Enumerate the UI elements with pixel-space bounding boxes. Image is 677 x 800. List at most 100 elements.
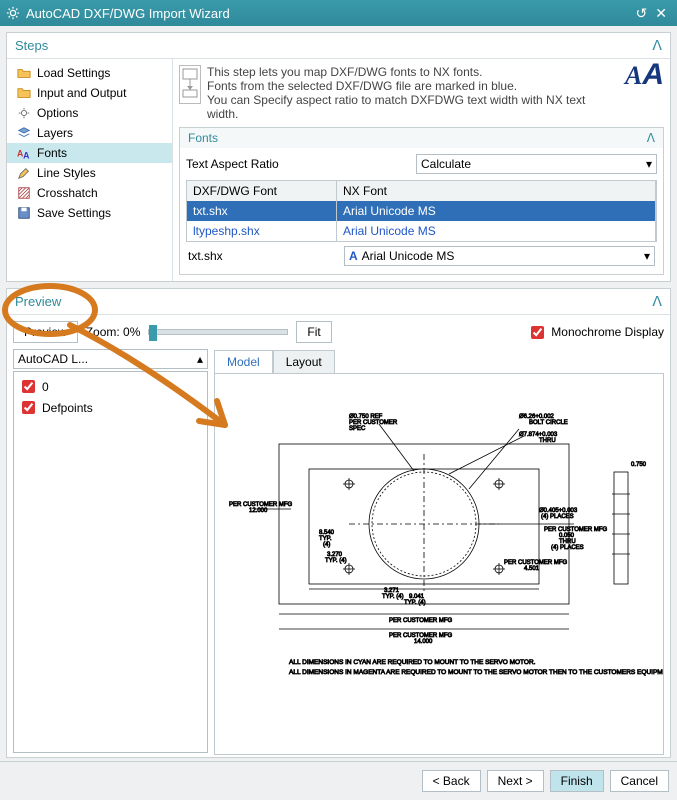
chevron-down-icon: ▾: [644, 249, 650, 263]
layer-checkbox[interactable]: [22, 380, 35, 393]
svg-text:ALL DIMENSIONS IN MAGENTA ARE: ALL DIMENSIONS IN MAGENTA ARE REQUIRED T…: [289, 669, 663, 676]
tab-layout[interactable]: Layout: [273, 350, 335, 374]
layers-icon: [17, 126, 31, 140]
steps-list: Load Settings Input and Output Options L…: [7, 59, 172, 281]
svg-text:0.750: 0.750: [631, 462, 647, 468]
col-nx-font[interactable]: NX Font: [337, 181, 656, 201]
step-options[interactable]: Options: [7, 103, 172, 123]
finish-button[interactable]: Finish: [550, 770, 604, 792]
gear-icon: [6, 6, 20, 20]
layer-item[interactable]: 0: [18, 376, 203, 397]
selected-dxf-value: txt.shx: [188, 249, 338, 263]
svg-text:TYP. (4): TYP. (4): [325, 558, 347, 564]
cell-dxf: txt.shx: [187, 201, 337, 221]
layer-checkbox[interactable]: [22, 401, 35, 414]
step-label: Save Settings: [37, 206, 111, 220]
gear-icon: [17, 106, 31, 120]
svg-text:PER CUSTOMER MFG: PER CUSTOMER MFG: [544, 527, 608, 533]
font-map-grid: DXF/DWG Font NX Font txt.shx Arial Unico…: [186, 180, 657, 242]
step-label: Options: [37, 106, 78, 120]
step-label: Fonts: [37, 146, 67, 160]
step-save-settings[interactable]: Save Settings: [7, 203, 172, 223]
steps-panel: Steps ᐱ Load Settings Input and Output O…: [6, 32, 671, 282]
svg-text:PER CUSTOMER MFG: PER CUSTOMER MFG: [389, 618, 453, 624]
font-row[interactable]: txt.shx Arial Unicode MS: [187, 201, 656, 221]
step-label: Crosshatch: [37, 186, 98, 200]
fonts-subpanel: Fonts ᐱ Text Aspect Ratio Calculate ▾: [179, 127, 664, 275]
folder-open-icon: [17, 66, 31, 80]
step-label: Load Settings: [37, 66, 110, 80]
tab-model[interactable]: Model: [214, 350, 273, 374]
aspect-ratio-select[interactable]: Calculate ▾: [416, 154, 657, 174]
map-icon: [179, 65, 201, 104]
pencil-icon: [17, 166, 31, 180]
folder-icon: [17, 86, 31, 100]
cell-dxf: ltypeshp.shx: [187, 221, 337, 241]
cell-nx: Arial Unicode MS: [337, 221, 656, 241]
col-dxf-font[interactable]: DXF/DWG Font: [187, 181, 337, 201]
step-layers[interactable]: Layers: [7, 123, 172, 143]
layers-list: 0 Defpoints: [13, 371, 208, 753]
fit-button[interactable]: Fit: [296, 321, 331, 343]
close-icon[interactable]: ✕: [651, 5, 671, 22]
zoom-label: Zoom: 0%: [86, 325, 141, 339]
svg-text:ALL DIMENSIONS IN CYAN ARE REQ: ALL DIMENSIONS IN CYAN ARE REQUIRED TO M…: [289, 659, 536, 666]
hatch-icon: [17, 186, 31, 200]
font-a-icon: A: [349, 249, 358, 263]
cell-nx: Arial Unicode MS: [337, 201, 656, 221]
aa-logo-icon: AA: [625, 65, 664, 86]
aspect-ratio-label: Text Aspect Ratio: [186, 157, 416, 171]
preview-header-label: Preview: [15, 294, 61, 309]
monochrome-input[interactable]: [531, 326, 544, 339]
nx-font-value: Arial Unicode MS: [362, 249, 455, 263]
chevron-up-icon: ▴: [197, 352, 203, 366]
svg-text:(4) PLACES: (4) PLACES: [541, 514, 574, 520]
svg-text:14.000: 14.000: [414, 639, 433, 645]
layer-filter-select[interactable]: AutoCAD L... ▴: [13, 349, 208, 369]
step-content: This step lets you map DXF/DWG fonts to …: [172, 59, 670, 281]
hint-text: This step lets you map DXF/DWG fonts to …: [207, 65, 619, 121]
svg-text:TYP. (4): TYP. (4): [382, 594, 404, 600]
monochrome-label: Monochrome Display: [551, 325, 664, 339]
zoom-slider[interactable]: [148, 329, 288, 335]
cancel-button[interactable]: Cancel: [610, 770, 669, 792]
svg-text:TYP. (4): TYP. (4): [404, 600, 426, 606]
drawing-canvas[interactable]: Ø0.750 REFPER CUSTOMERSPEC Ø6.26+0.002BO…: [214, 373, 664, 755]
monochrome-checkbox[interactable]: Monochrome Display: [527, 323, 664, 342]
reset-icon[interactable]: ↺: [632, 5, 652, 22]
layer-label: Defpoints: [42, 401, 93, 415]
step-label: Input and Output: [37, 86, 126, 100]
step-label: Line Styles: [37, 166, 96, 180]
svg-text:(4) PLACES: (4) PLACES: [551, 545, 584, 551]
window-title: AutoCAD DXF/DWG Import Wizard: [26, 6, 230, 21]
title-bar: AutoCAD DXF/DWG Import Wizard ↺ ✕: [0, 0, 677, 26]
nx-font-select[interactable]: A Arial Unicode MS ▾: [344, 246, 655, 266]
font-row[interactable]: ltypeshp.shx Arial Unicode MS: [187, 221, 656, 241]
step-fonts[interactable]: AA Fonts: [7, 143, 172, 163]
save-icon: [17, 206, 31, 220]
svg-text:12.000: 12.000: [249, 508, 268, 514]
preview-button[interactable]: Preview: [13, 321, 78, 343]
collapse-icon[interactable]: ᐱ: [652, 293, 662, 310]
next-button[interactable]: Next >: [487, 770, 544, 792]
fonts-subpanel-header[interactable]: Fonts ᐱ: [180, 128, 663, 148]
preview-header[interactable]: Preview ᐱ: [7, 289, 670, 315]
chevron-down-icon: ▾: [646, 157, 652, 171]
step-crosshatch[interactable]: Crosshatch: [7, 183, 172, 203]
collapse-icon[interactable]: ᐱ: [647, 131, 655, 145]
collapse-icon[interactable]: ᐱ: [652, 37, 662, 54]
step-input-output[interactable]: Input and Output: [7, 83, 172, 103]
back-button[interactable]: < Back: [422, 770, 481, 792]
step-line-styles[interactable]: Line Styles: [7, 163, 172, 183]
wizard-footer: < Back Next > Finish Cancel: [0, 761, 677, 800]
aspect-ratio-value: Calculate: [421, 157, 471, 171]
step-label: Layers: [37, 126, 73, 140]
layer-item[interactable]: Defpoints: [18, 397, 203, 418]
preview-panel: Preview ᐱ Preview Zoom: 0% Fit Monochrom…: [6, 288, 671, 758]
svg-text:SPEC: SPEC: [349, 426, 366, 432]
step-load-settings[interactable]: Load Settings: [7, 63, 172, 83]
svg-text:4.501: 4.501: [524, 566, 540, 572]
font-icon: AA: [17, 146, 31, 160]
steps-header[interactable]: Steps ᐱ: [7, 33, 670, 59]
layer-label: 0: [42, 380, 49, 394]
